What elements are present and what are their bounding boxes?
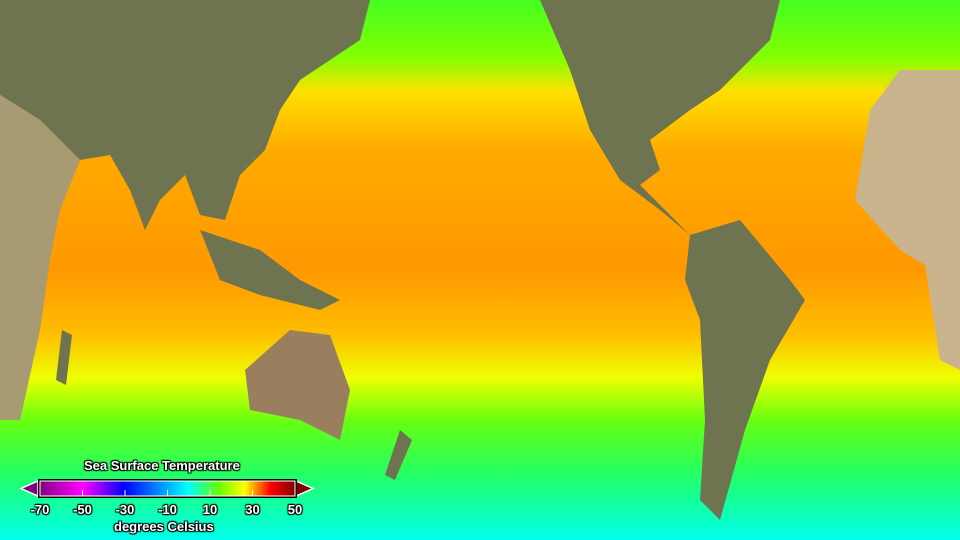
colorbar [19, 479, 315, 498]
madagascar [56, 330, 72, 385]
southeast-asia-islands [200, 230, 340, 310]
legend-unit: degrees Celsius [114, 519, 214, 534]
legend-title: Sea Surface Temperature [84, 458, 240, 473]
australia [245, 330, 350, 440]
land-masses [0, 0, 960, 520]
colorbar-tick-label: 30 [245, 502, 260, 517]
colorbar-tick-label: -10 [158, 502, 177, 517]
colorbar-tick-label: 50 [287, 502, 303, 517]
colorbar-tick-label: -50 [73, 502, 92, 517]
north-america [540, 0, 780, 235]
eurasia [0, 0, 370, 230]
africa-east [855, 70, 960, 370]
colorbar-gradient [38, 479, 297, 498]
africa-west [0, 95, 80, 420]
colorbar-tick-label: -30 [115, 502, 135, 517]
colorbar-tick-label: -70 [30, 502, 50, 517]
new-zealand [385, 430, 412, 480]
colorbar-tick-label: 10 [202, 502, 218, 517]
south-america [685, 220, 805, 520]
